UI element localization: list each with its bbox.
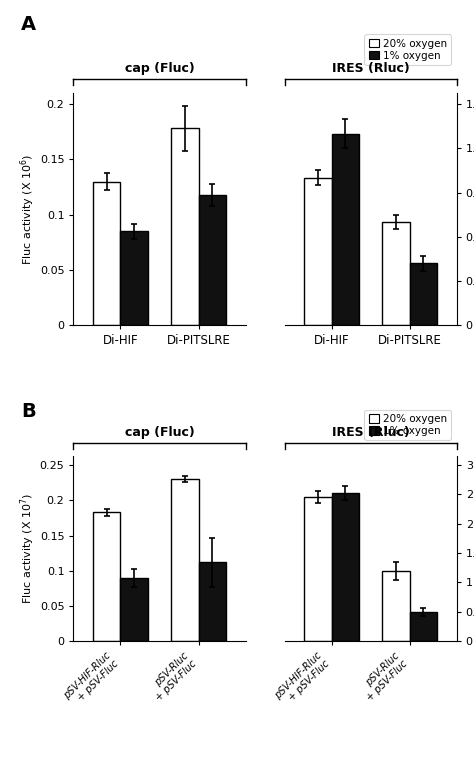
Bar [383, 222, 410, 325]
Bar [410, 264, 437, 325]
Bar [383, 571, 410, 641]
Y-axis label: Fluc activity (X 10$^{6}$): Fluc activity (X 10$^{6}$) [18, 154, 37, 264]
Text: B: B [21, 402, 36, 421]
Legend: 20% oxygen, 1% oxygen: 20% oxygen, 1% oxygen [365, 34, 452, 65]
Bar [331, 492, 359, 641]
Y-axis label: Fluc activity (X 10$^{7}$): Fluc activity (X 10$^{7}$) [18, 493, 37, 604]
Bar [171, 128, 199, 325]
Bar [304, 178, 331, 325]
Bar [331, 134, 359, 325]
Bar [120, 231, 148, 325]
Text: IRES (Rluc): IRES (Rluc) [332, 426, 410, 439]
Bar [304, 497, 331, 641]
Text: cap (Fluc): cap (Fluc) [125, 426, 194, 439]
Bar [93, 182, 120, 325]
Bar [410, 612, 437, 641]
Text: IRES (Rluc): IRES (Rluc) [332, 62, 410, 75]
Text: A: A [21, 14, 36, 33]
Legend: 20% oxygen, 1% oxygen: 20% oxygen, 1% oxygen [365, 410, 452, 440]
Bar [120, 578, 148, 641]
Bar [199, 195, 226, 325]
Bar [171, 479, 199, 641]
Bar [93, 512, 120, 641]
Text: cap (Fluc): cap (Fluc) [125, 62, 194, 75]
Bar [199, 562, 226, 641]
